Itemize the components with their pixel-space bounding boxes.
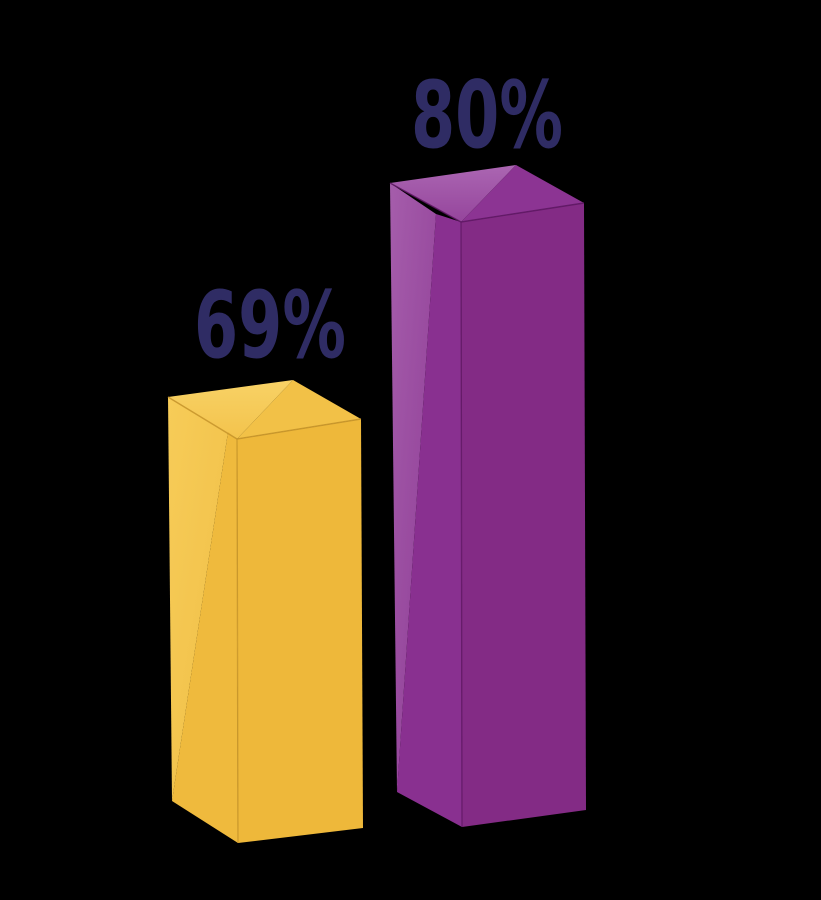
bar-80-value-label: 80% [411, 61, 563, 169]
bar-80-front-edge-line [460, 221, 463, 828]
bar-69-front-edge-line [236, 438, 239, 844]
bar-69-group [167, 380, 363, 844]
bar-80-group [389, 165, 586, 828]
bar-80-top-left-face [390, 165, 516, 222]
bar-69-top-right-face [237, 380, 361, 439]
bar-69-value-label: 69% [194, 271, 346, 379]
bar-80-left-face [390, 183, 436, 792]
bar-69-left-bevel-face [172, 432, 238, 843]
bar-69-top-left-face [168, 380, 293, 439]
bar-80-front-face [461, 203, 586, 827]
bar-69-left-face [168, 397, 228, 801]
bar-69-front-face [237, 419, 363, 843]
bar-80-left-bevel-face [397, 214, 462, 827]
